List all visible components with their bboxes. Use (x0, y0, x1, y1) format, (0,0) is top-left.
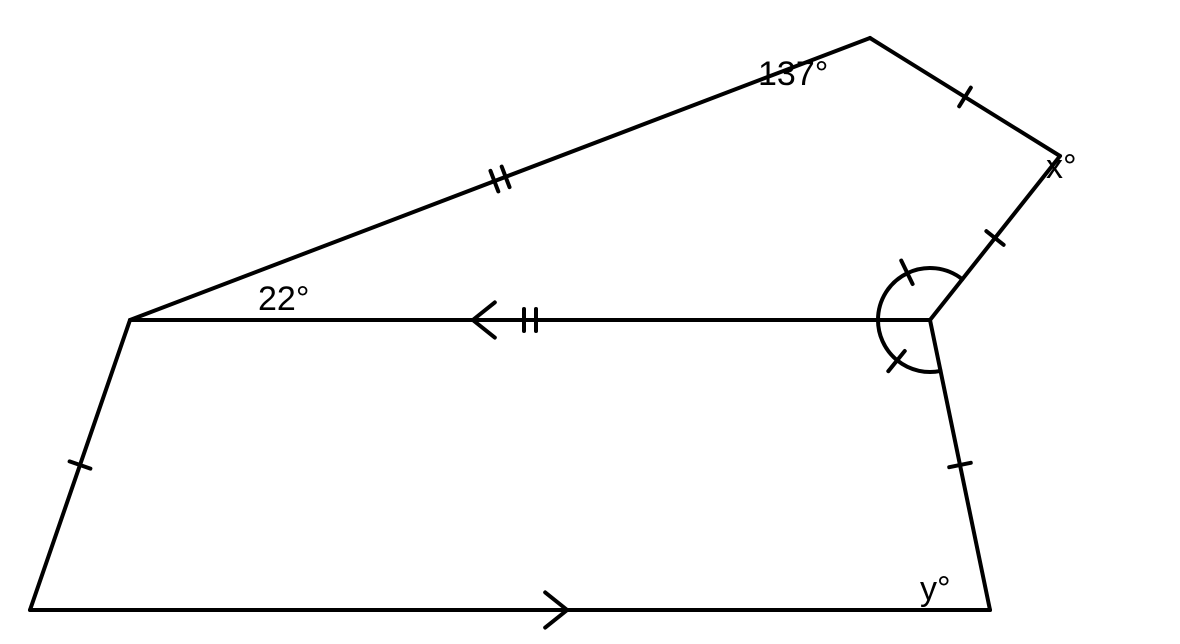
angle-label-137: 137° (758, 55, 828, 94)
angle-label-y: y° (920, 570, 951, 609)
angle-label-x: x° (1046, 148, 1077, 187)
angle-label-22: 22° (258, 280, 309, 319)
geometry-diagram (0, 0, 1180, 644)
